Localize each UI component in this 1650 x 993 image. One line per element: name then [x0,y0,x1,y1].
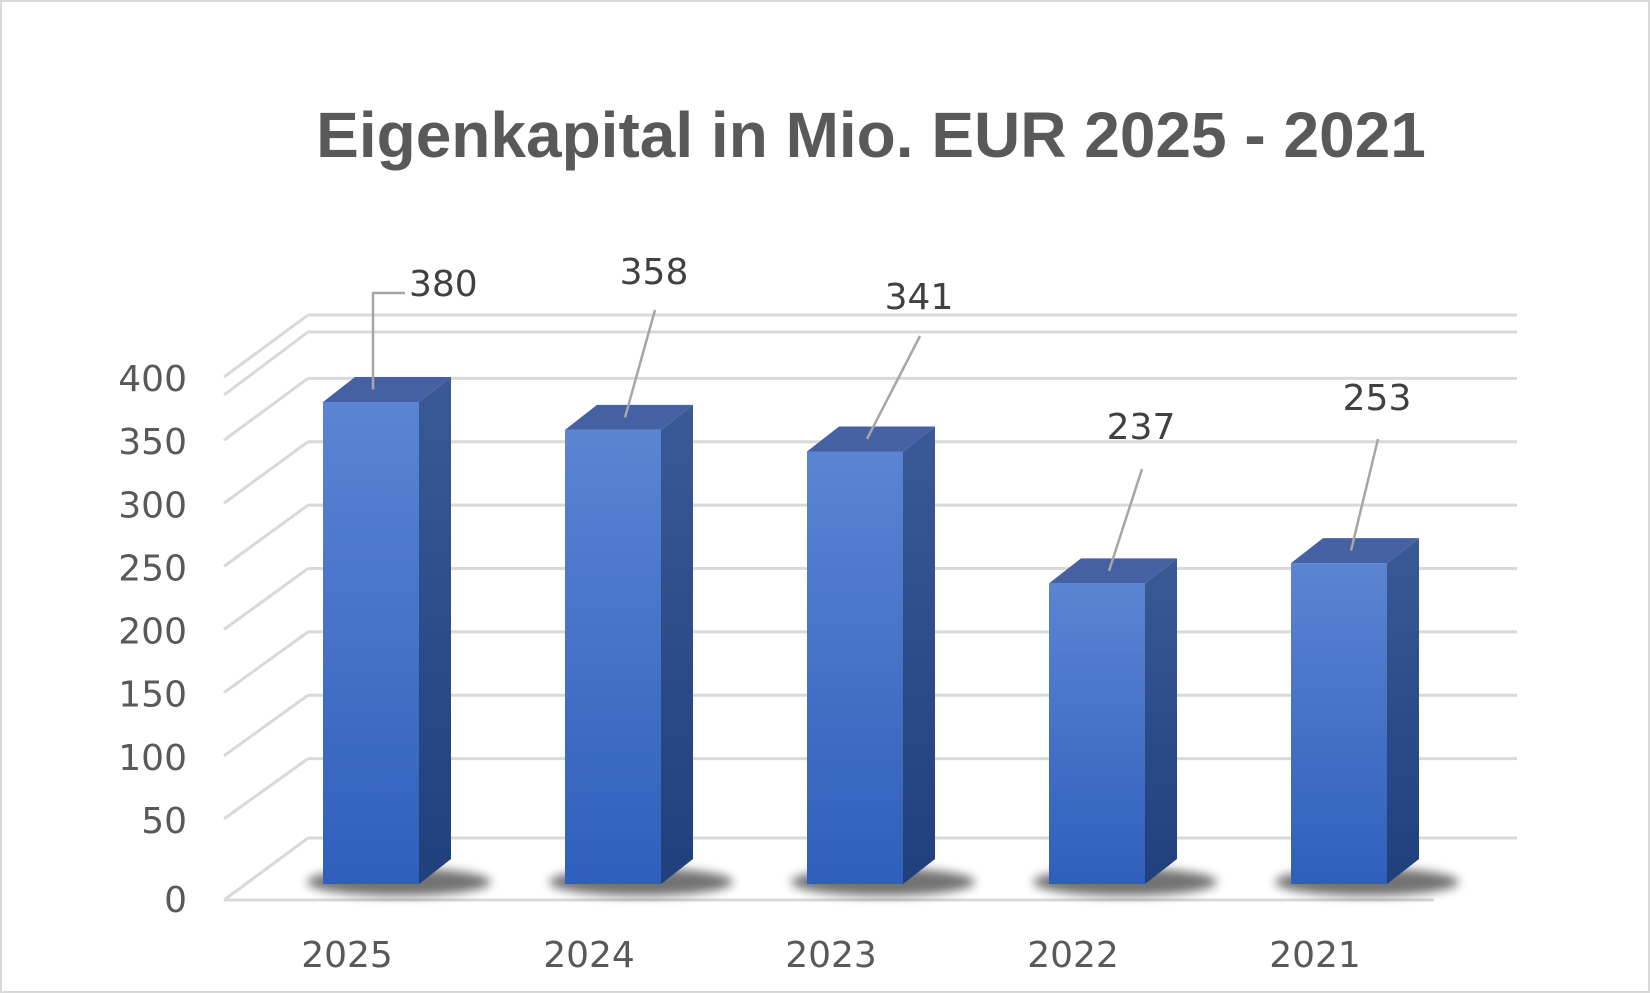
x-axis-ticks: 2025 2024 2023 2022 2021 [301,935,1361,976]
data-label: 380 [409,264,478,305]
bar-top [323,377,451,402]
x-tick-label: 2024 [543,935,635,976]
gridline-diagonal [223,694,309,757]
bar-2023 [791,426,975,896]
bar-2024 [549,404,733,896]
gridline-diagonal [223,503,309,568]
bar-top [1049,558,1177,584]
bar-2025 [307,377,491,896]
data-label: 237 [1107,407,1176,448]
data-labels: 380 358 341 237 253 [371,252,1412,572]
bars [307,377,1459,896]
bar-side [419,377,451,884]
y-tick-label: 400 [118,359,187,400]
y-axis-ticks: 0 50 100 150 200 250 300 350 400 [118,359,187,921]
y-tick-label: 0 [164,880,187,921]
x-tick-label: 2021 [1269,935,1361,976]
bar-2021 [1275,538,1459,896]
bar-top [565,404,693,430]
data-label: 358 [620,252,689,293]
gridline-diagonal [223,757,309,821]
y-tick-label: 250 [118,548,187,589]
gridline-diagonal [223,567,309,631]
bar-side [1387,538,1419,884]
bar-top [807,426,935,452]
chart-title: Eigenkapital in Mio. EUR 2025 - 2021 [316,99,1426,171]
y-tick-label: 300 [118,485,187,526]
x-tick-label: 2022 [1027,935,1119,976]
bar-front [323,402,419,884]
data-label: 253 [1343,378,1412,419]
leader-line [623,309,657,418]
x-tick-label: 2023 [785,935,877,976]
gridline-diagonal [223,630,309,694]
y-tick-label: 150 [118,675,187,716]
leader-line [1107,468,1144,572]
bar-side [661,404,693,884]
y-tick-label: 350 [118,422,187,463]
gridline-diagonal [223,313,309,379]
x-tick-label: 2025 [301,935,393,976]
gridline-diagonal [223,440,309,505]
bar-2022 [1033,558,1217,896]
bar-side [903,426,935,884]
bar-front [565,429,661,884]
bar-front [1291,563,1387,884]
leader-line [1349,438,1380,551]
data-label: 341 [885,277,954,318]
gridline-top-diagonal [223,330,309,397]
leader-line [865,335,922,440]
leader-line [371,291,405,390]
floor-diagonal [223,836,309,902]
bar-top [1291,538,1419,564]
bar-front [1049,583,1145,884]
bar-side [1145,558,1177,884]
y-tick-label: 50 [141,801,187,842]
gridline-diagonal [223,377,309,442]
bar-front [807,451,903,884]
y-tick-label: 200 [118,612,187,653]
y-tick-label: 100 [118,738,187,779]
